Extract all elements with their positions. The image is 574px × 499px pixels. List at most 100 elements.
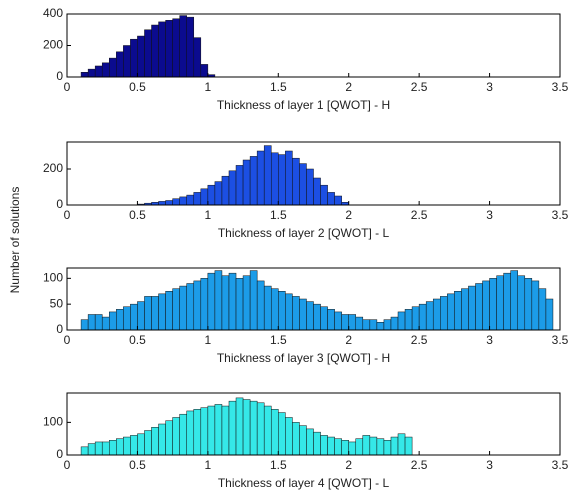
bar: [137, 433, 145, 456]
bar: [489, 278, 497, 331]
bar: [306, 301, 314, 331]
bar: [200, 64, 209, 78]
bar: [123, 45, 131, 78]
bar: [468, 285, 476, 331]
y-tick-label: 400: [43, 6, 63, 20]
bar: [130, 303, 138, 331]
axes-box: [66, 267, 561, 331]
bar: [292, 422, 300, 456]
bar: [270, 409, 279, 456]
y-tick-label: 50: [50, 296, 64, 310]
bar: [299, 298, 307, 331]
bar: [179, 413, 187, 456]
x-tick-label: 3.5: [552, 458, 569, 472]
bar: [186, 194, 195, 206]
bar: [278, 291, 286, 331]
bar: [320, 306, 328, 331]
bar: [101, 441, 110, 456]
x-tick-label: 2.5: [411, 80, 428, 94]
x-tick-label: 1.5: [270, 80, 287, 94]
bar: [165, 291, 173, 331]
bar: [80, 72, 89, 78]
bar: [116, 438, 124, 456]
bar: [249, 270, 258, 331]
bar: [285, 150, 293, 206]
x-tick-label: 0: [64, 458, 71, 472]
bar: [306, 168, 314, 206]
bar: [172, 288, 180, 331]
x-tick-label: 2.5: [411, 458, 428, 472]
bar: [256, 402, 265, 456]
x-tick-label: 2: [345, 208, 352, 222]
y-tick-label: 0: [56, 447, 63, 461]
bar: [496, 275, 504, 331]
bar: [369, 319, 378, 331]
bar: [80, 319, 89, 331]
bar: [397, 311, 406, 331]
bar: [186, 283, 195, 331]
bar: [235, 165, 244, 206]
bar: [249, 156, 258, 206]
x-axis-label: Thickness of layer 3 [QWOT] - H: [217, 351, 390, 365]
bar: [263, 405, 272, 456]
bar: [172, 417, 180, 456]
bar: [123, 306, 131, 331]
bar: [538, 288, 547, 331]
bar: [235, 278, 244, 331]
bar: [193, 280, 202, 331]
x-tick-label: 0.5: [129, 208, 146, 222]
bar: [200, 407, 209, 456]
bar: [87, 68, 96, 78]
bar: [397, 433, 406, 456]
x-tick-label: 0.5: [129, 333, 146, 347]
bar: [411, 306, 420, 331]
bar: [158, 293, 166, 331]
bar: [270, 152, 279, 206]
bar: [418, 303, 427, 331]
bar: [130, 38, 138, 78]
bar: [447, 293, 455, 331]
x-tick-label: 2.5: [411, 208, 428, 222]
bar: [355, 438, 364, 456]
bar: [292, 157, 300, 206]
x-tick-label: 1.5: [270, 333, 287, 347]
bar: [362, 435, 371, 456]
bar: [228, 170, 237, 206]
bar: [94, 65, 103, 78]
bar: [193, 37, 202, 78]
bar: [116, 51, 124, 78]
bar: [137, 301, 145, 331]
x-tick-label: 1: [205, 80, 212, 94]
axes-box: [66, 392, 561, 456]
bar: [369, 436, 378, 456]
bar: [228, 400, 237, 456]
bar: [362, 319, 371, 331]
bar: [87, 314, 96, 331]
x-tick-label: 0.5: [129, 80, 146, 94]
bar: [341, 440, 349, 456]
bar: [214, 270, 223, 331]
bar: [158, 21, 166, 78]
bar: [355, 316, 364, 331]
bar: [172, 198, 180, 206]
bar: [221, 275, 230, 331]
bar: [165, 420, 173, 456]
y-axis-label: Number of solutions: [8, 187, 22, 294]
axes-box: [66, 141, 561, 206]
bar: [404, 309, 413, 331]
bar: [221, 175, 230, 206]
bar: [482, 280, 490, 331]
x-tick-label: 1: [205, 458, 212, 472]
y-tick-label: 200: [43, 161, 63, 175]
bar: [256, 150, 265, 206]
bar: [313, 303, 321, 331]
bar: [383, 440, 392, 456]
x-axis-label: Thickness of layer 4 [QWOT] - L: [218, 476, 390, 490]
bar: [461, 288, 469, 331]
x-tick-label: 3: [486, 333, 493, 347]
bar: [320, 435, 328, 456]
x-tick-label: 3: [486, 208, 493, 222]
bar: [242, 159, 251, 206]
bar: [256, 280, 265, 331]
x-tick-label: 2: [345, 333, 352, 347]
